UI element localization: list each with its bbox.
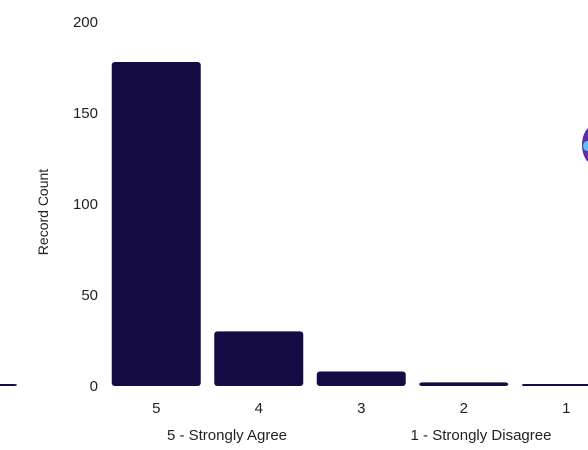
y-tick-label: 200 (73, 14, 98, 31)
y-tick-label: 100 (73, 196, 98, 213)
partial-bar (0, 384, 17, 386)
y-axis-label: Record Count (35, 169, 51, 255)
x-tick-label: 4 (255, 400, 263, 417)
y-tick-label: 0 (90, 378, 98, 395)
x-tick-label: 2 (460, 400, 468, 417)
bar (316, 371, 406, 386)
bars (0, 62, 588, 386)
bar (419, 382, 509, 386)
x-tick-label: 1 (562, 400, 570, 417)
y-axis: 0 50 100 150 200 (73, 14, 98, 395)
bar (111, 62, 201, 386)
decorative-robot-icon (582, 128, 588, 162)
y-tick-label: 150 (73, 105, 98, 122)
x-axis: 5 4 3 2 1 (152, 400, 570, 417)
bar (521, 384, 588, 386)
y-tick-label: 50 (81, 287, 98, 304)
legend-item-low: 1 - Strongly Disagree (411, 427, 552, 444)
legend-item-high: 5 - Strongly Agree (167, 427, 287, 444)
x-tick-label: 5 (152, 400, 160, 417)
x-tick-label: 3 (357, 400, 365, 417)
bar (214, 331, 304, 386)
